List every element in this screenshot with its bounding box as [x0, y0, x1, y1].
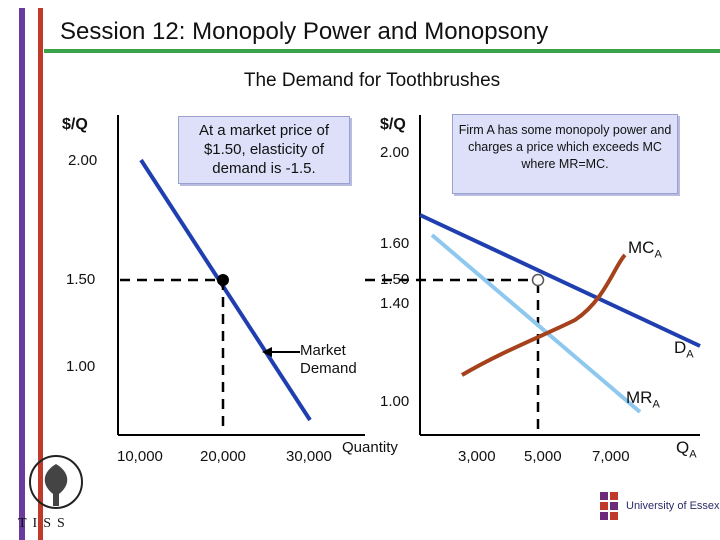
firm-marginal-revenue-curve	[430, 233, 642, 414]
market-demand-curve	[139, 158, 312, 422]
right-x-axis-label-main: Q	[676, 438, 690, 457]
left-y-axis-label: $/Q	[62, 116, 88, 133]
essex-logo-text: University of Essex	[626, 500, 720, 512]
tiss-logo-icon	[29, 455, 83, 509]
slide-title: Session 12: Monopoly Power and Monopsony	[60, 18, 549, 45]
essex-logo-icon	[600, 492, 618, 520]
left-accent-bar-purple	[19, 8, 25, 540]
mr-label-main: MR	[626, 388, 653, 407]
mr-label: MRA	[626, 388, 660, 410]
left-x-tick-20000: 20,000	[200, 448, 246, 465]
right-y-tick-1-00: 1.00	[380, 393, 410, 410]
mr-label-sub: A	[652, 398, 660, 411]
elasticity-callout: At a market price of $1.50, elasticity o…	[178, 116, 350, 184]
title-rule	[44, 49, 720, 53]
left-y-tick-1-00: 1.00	[66, 358, 96, 375]
right-y-tick-2-00: 2.00	[380, 144, 410, 161]
right-x-tick-7000: 7,000	[592, 448, 630, 465]
market-demand-arrow-head	[262, 347, 272, 357]
firm-price-point	[531, 273, 545, 287]
right-y-tick-1-40: 1.40	[380, 295, 410, 312]
left-equilibrium-point	[217, 274, 229, 286]
demand-label-sub: A	[686, 348, 694, 361]
left-y-tick-2-00: 2.00	[68, 152, 98, 169]
left-x-axis-label: Quantity	[342, 439, 398, 456]
slide-subtitle: The Demand for Toothbrushes	[243, 70, 501, 91]
firm-demand-curve	[419, 213, 701, 348]
left-y-tick-1-50: 1.50	[66, 271, 96, 288]
right-x-tick-5000: 5,000	[524, 448, 562, 465]
left-accent-bar-red	[38, 8, 43, 540]
demand-label: DA	[674, 338, 694, 360]
right-x-axis-label-sub: A	[689, 448, 697, 461]
right-y-axis-label: $/Q	[380, 116, 406, 133]
market-demand-label: Market Demand	[300, 342, 357, 377]
right-y-tick-1-50: 1.50	[380, 271, 410, 288]
right-x-axis-label: QA	[676, 438, 697, 460]
mc-label: MCA	[628, 238, 662, 260]
right-x-tick-3000: 3,000	[458, 448, 496, 465]
right-y-tick-1-60: 1.60	[380, 235, 410, 252]
left-x-tick-10000: 10,000	[117, 448, 163, 465]
left-x-tick-30000: 30,000	[286, 448, 332, 465]
demand-label-main: D	[674, 338, 687, 357]
mc-label-main: MC	[628, 238, 655, 257]
firm-marginal-cost-curve	[460, 253, 627, 377]
tiss-logo-text: TISS	[18, 516, 71, 531]
monopoly-power-callout: Firm A has some monopoly power and charg…	[452, 114, 678, 194]
mc-label-sub: A	[654, 248, 662, 261]
